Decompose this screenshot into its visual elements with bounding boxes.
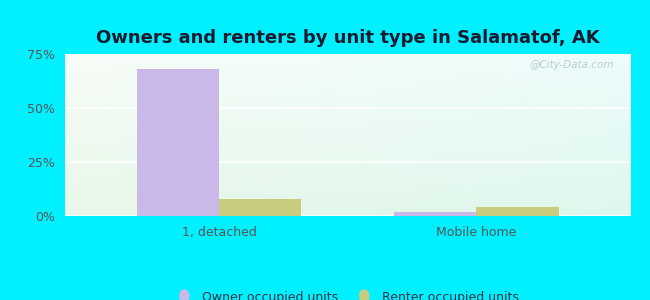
- Legend: Owner occupied units, Renter occupied units: Owner occupied units, Renter occupied un…: [170, 285, 525, 300]
- Bar: [394, 212, 476, 216]
- Bar: [476, 207, 558, 216]
- Title: Owners and renters by unit type in Salamatof, AK: Owners and renters by unit type in Salam…: [96, 29, 599, 47]
- Bar: [137, 69, 219, 216]
- Text: @City-Data.com: @City-Data.com: [529, 61, 614, 70]
- Bar: [219, 199, 302, 216]
